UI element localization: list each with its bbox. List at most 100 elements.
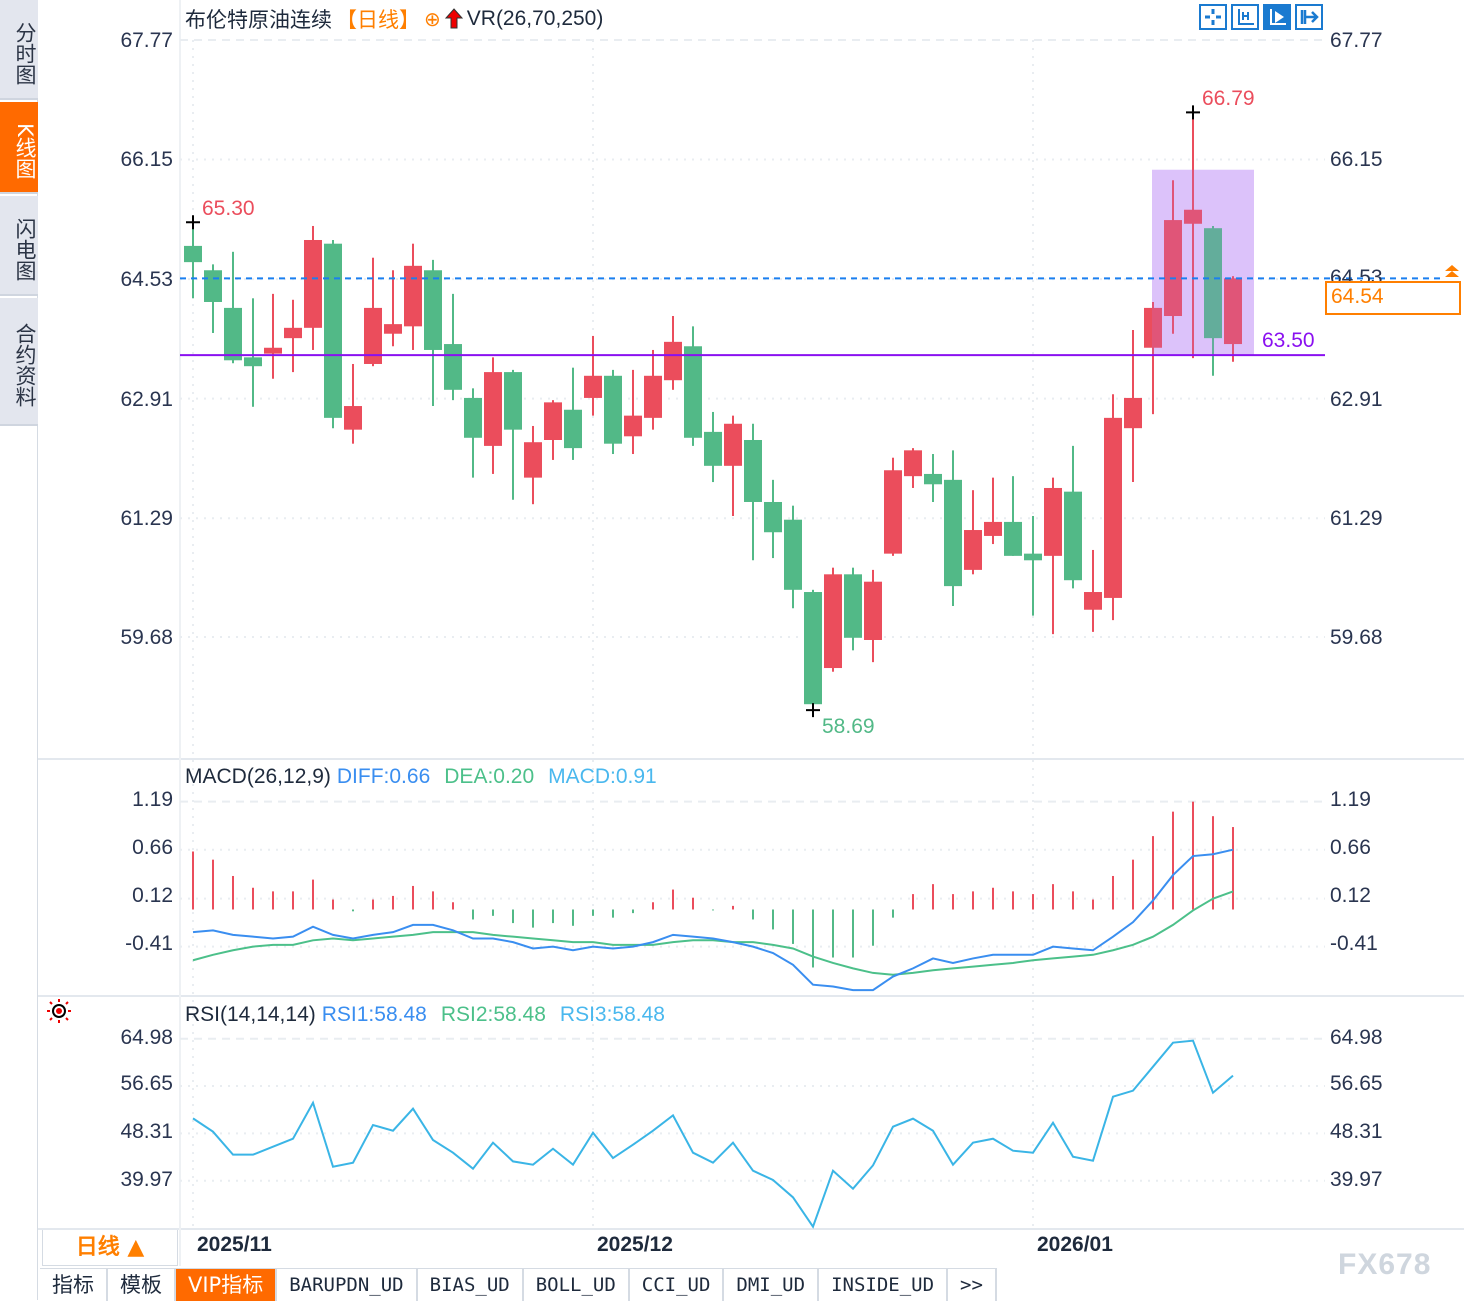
dea-line xyxy=(192,890,1234,976)
tab-boll-ud[interactable]: BOLL_UD xyxy=(523,1269,630,1301)
candle-body xyxy=(664,341,682,381)
candle-body xyxy=(384,324,402,334)
candle-body xyxy=(284,327,302,339)
candle-body xyxy=(264,347,282,354)
tab-vip-indicators[interactable]: VIP指标 xyxy=(176,1269,278,1301)
candle-body xyxy=(624,415,642,437)
candle-body xyxy=(1224,278,1242,345)
candle-body xyxy=(244,357,262,367)
candle-body xyxy=(1104,417,1122,598)
watermark-logo: FX678 xyxy=(1338,1248,1432,1281)
candle-body xyxy=(424,270,442,350)
candle-body xyxy=(324,243,342,418)
macd-title[interactable]: MACD(26,12,9) xyxy=(185,765,331,788)
candle-body xyxy=(844,574,862,638)
macd-tick: 0.66 xyxy=(132,836,173,859)
vr-indicator-label[interactable]: VR(26,70,250) xyxy=(466,7,604,30)
zoom-axis-icon[interactable] xyxy=(1231,4,1259,30)
exit-right-icon[interactable] xyxy=(1295,4,1323,30)
rsi-title[interactable]: RSI(14,14,14) xyxy=(185,1003,316,1026)
tab-dmi-ud[interactable]: DMI_UD xyxy=(724,1269,820,1301)
rsi-tick: 56.65 xyxy=(120,1072,173,1095)
candle-body xyxy=(1024,553,1042,561)
candle-body xyxy=(404,265,422,327)
rsi-tick: 64.98 xyxy=(120,1026,173,1049)
dea-value: DEA:0.20 xyxy=(444,765,535,788)
candle-body xyxy=(1184,209,1202,224)
candle-body xyxy=(204,270,222,302)
candle-body xyxy=(584,375,602,398)
price-tick: 59.68 xyxy=(1330,626,1383,649)
min-low-label: 58.69 xyxy=(822,715,875,738)
candle-body xyxy=(444,344,462,390)
candle-body xyxy=(1164,220,1182,317)
sidebar-item-intraday[interactable]: 分时图 xyxy=(0,0,38,100)
last-price-box: 64.54 xyxy=(1325,281,1461,315)
price-tick: 61.29 xyxy=(120,507,173,530)
date-label: 2025/11 xyxy=(197,1233,272,1256)
macd-tick: 1.19 xyxy=(1330,788,1371,811)
tab-templates[interactable]: 模板 xyxy=(108,1269,176,1301)
candle-body xyxy=(824,574,842,669)
double-up-arrow-icon[interactable] xyxy=(1443,264,1461,280)
candle-body xyxy=(784,519,802,590)
crosshair-circle-icon[interactable]: ⊕ xyxy=(424,8,441,31)
candle-body xyxy=(944,479,962,587)
price-tick: 62.91 xyxy=(120,388,173,411)
date-label: 2026/01 xyxy=(1037,1233,1113,1256)
period-selector-button[interactable]: 日线 ▲ xyxy=(42,1230,178,1266)
tab-inside-ud[interactable]: INSIDE_UD xyxy=(819,1269,949,1301)
price-tick: 67.77 xyxy=(1330,29,1383,52)
price-tick: 61.29 xyxy=(1330,507,1383,530)
macd-tick: -0.41 xyxy=(1330,932,1378,955)
tab-indicators[interactable]: 指标 xyxy=(40,1269,108,1301)
macd-tick: 1.19 xyxy=(132,788,173,811)
red-up-arrow-icon[interactable] xyxy=(444,8,463,30)
tab-barupdn-ud[interactable]: BARUPDN_UD xyxy=(277,1269,418,1301)
candle-body xyxy=(524,442,542,478)
date-axis: 2025/11 2025/12 2026/01 xyxy=(180,1230,1325,1266)
sidebar-item-contract-info[interactable]: 合约资料 xyxy=(0,298,38,426)
macd-tick: 0.12 xyxy=(132,884,173,907)
candle-body xyxy=(1124,397,1142,429)
chart-header: 布伦特原油连续 【日线】 ⊕ VR(26,70,250) xyxy=(185,4,603,34)
rsi-tick: 48.31 xyxy=(1330,1120,1383,1143)
candle-body xyxy=(544,402,562,440)
rsi-tick: 56.65 xyxy=(1330,1072,1383,1095)
candle-body xyxy=(964,530,982,570)
macd-tick: 0.66 xyxy=(1330,836,1371,859)
candle-body xyxy=(704,431,722,466)
first-high-label: 65.30 xyxy=(202,197,255,220)
diff-value: DIFF:0.66 xyxy=(336,765,431,788)
tab-cci-ud[interactable]: CCI_UD xyxy=(629,1269,725,1301)
candle-body xyxy=(984,521,1002,536)
macd-tick: -0.41 xyxy=(125,932,173,955)
candle-body xyxy=(884,470,902,554)
candle-body xyxy=(684,346,702,438)
candle-body xyxy=(864,581,882,640)
sidebar-item-kline[interactable]: K线图 xyxy=(0,102,38,194)
highlight-tint xyxy=(1152,169,1254,356)
rsi-tick: 64.98 xyxy=(1330,1026,1383,1049)
candle-body xyxy=(1084,592,1102,610)
candle-body xyxy=(804,592,822,705)
candle-body xyxy=(364,307,382,364)
rsi-header: RSI(14,14,14) RSI1:58.48 RSI2:58.48 RSI3:58… xyxy=(185,1003,679,1027)
candle-body xyxy=(904,450,922,477)
tabs-more-button[interactable]: >> xyxy=(948,1269,997,1301)
move-cross-icon[interactable] xyxy=(1199,4,1227,30)
support-level-label: 63.50 xyxy=(1262,329,1315,352)
sidebar-item-tick-chart[interactable]: 闪电图 xyxy=(0,196,38,296)
candle-body xyxy=(1044,487,1062,556)
tab-bias-ud[interactable]: BIAS_UD xyxy=(417,1269,524,1301)
price-tick: 66.15 xyxy=(1330,148,1383,171)
price-tick: 67.77 xyxy=(120,29,173,52)
sun-settings-icon[interactable] xyxy=(44,997,74,1025)
candle-body xyxy=(224,307,242,361)
candle-body xyxy=(344,406,362,430)
candle-body xyxy=(1064,491,1082,581)
price-tick: 64.53 xyxy=(120,268,173,291)
play-axis-icon[interactable] xyxy=(1263,4,1291,30)
price-tick: 66.15 xyxy=(120,148,173,171)
